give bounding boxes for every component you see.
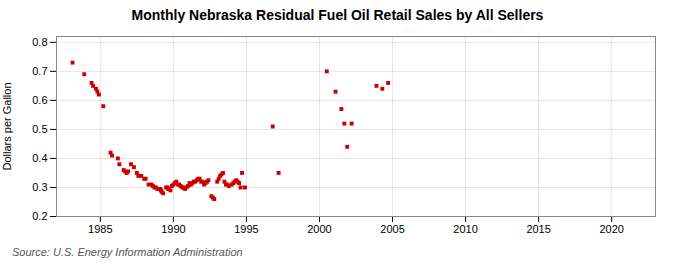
html-text:Monthly Nebraska Residual Fuel: Monthly Nebraska Residual Fuel Oil Retai… (131, 7, 544, 23)
svg-text:2020: 2020 (599, 223, 623, 235)
svg-text:0.4: 0.4 (32, 152, 47, 164)
html-text:Source: U.S. Energy Informatio: Source: U.S. Energy Information Administ… (12, 246, 243, 258)
svg-text:2000: 2000 (307, 223, 331, 235)
svg-text:Dollars per Gallon: Dollars per Gallon (1, 82, 13, 170)
svg-text:2015: 2015 (526, 223, 550, 235)
svg-text:0.8: 0.8 (32, 36, 47, 48)
svg-text:1985: 1985 (88, 223, 112, 235)
svg-text:1995: 1995 (234, 223, 258, 235)
svg-text:0.2: 0.2 (32, 210, 47, 222)
svg-text:0.6: 0.6 (32, 94, 47, 106)
svg-text:0.7: 0.7 (32, 65, 47, 77)
svg-text:2010: 2010 (453, 223, 477, 235)
svg-text:2005: 2005 (380, 223, 404, 235)
svg-text:0.3: 0.3 (32, 181, 47, 193)
svg-text:1990: 1990 (161, 223, 185, 235)
svg-text:0.5: 0.5 (32, 123, 47, 135)
